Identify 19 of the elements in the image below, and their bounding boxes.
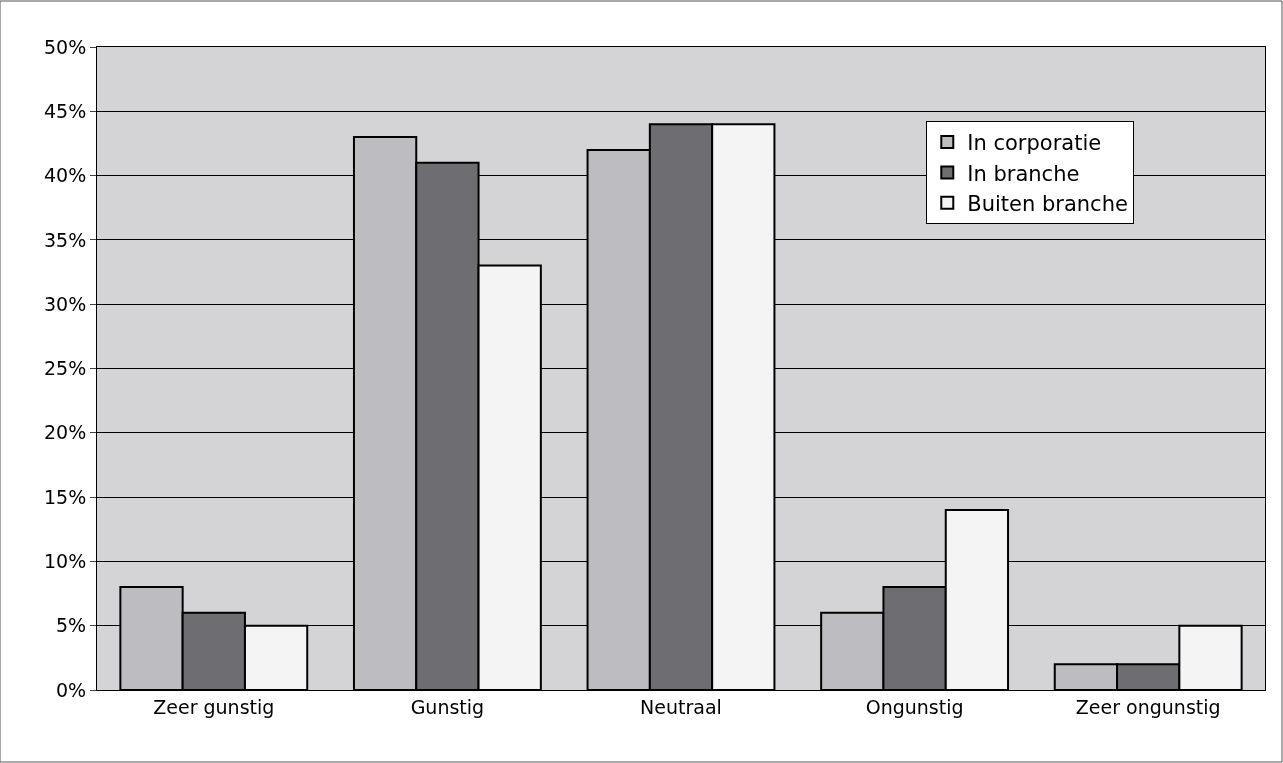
x-tick-label: Zeer ongunstig xyxy=(1075,695,1221,718)
y-tick-label: 20% xyxy=(43,421,87,444)
x-tick-label: Zeer gunstig xyxy=(153,695,275,718)
y-tick-label: 15% xyxy=(43,485,87,508)
y-tick-label: 10% xyxy=(43,550,87,573)
y-tick-label: 45% xyxy=(43,99,87,122)
y-tick-label: 30% xyxy=(43,292,87,315)
x-tick-label: Neutraal xyxy=(640,695,722,718)
legend-label: In branche xyxy=(967,161,1080,186)
x-tick-label: Ongunstig xyxy=(865,695,964,718)
legend-label: Buiten branche xyxy=(967,191,1128,216)
y-tick-label: 40% xyxy=(43,164,87,187)
legend-label: In corporatie xyxy=(967,131,1102,156)
y-tick-label: 25% xyxy=(43,357,87,380)
y-tick-label: 5% xyxy=(56,614,87,637)
y-tick-label: 0% xyxy=(56,678,87,701)
x-tick-label: Gunstig xyxy=(410,695,485,718)
y-tick-label: 50% xyxy=(43,35,87,58)
y-tick-label: 35% xyxy=(43,228,87,251)
